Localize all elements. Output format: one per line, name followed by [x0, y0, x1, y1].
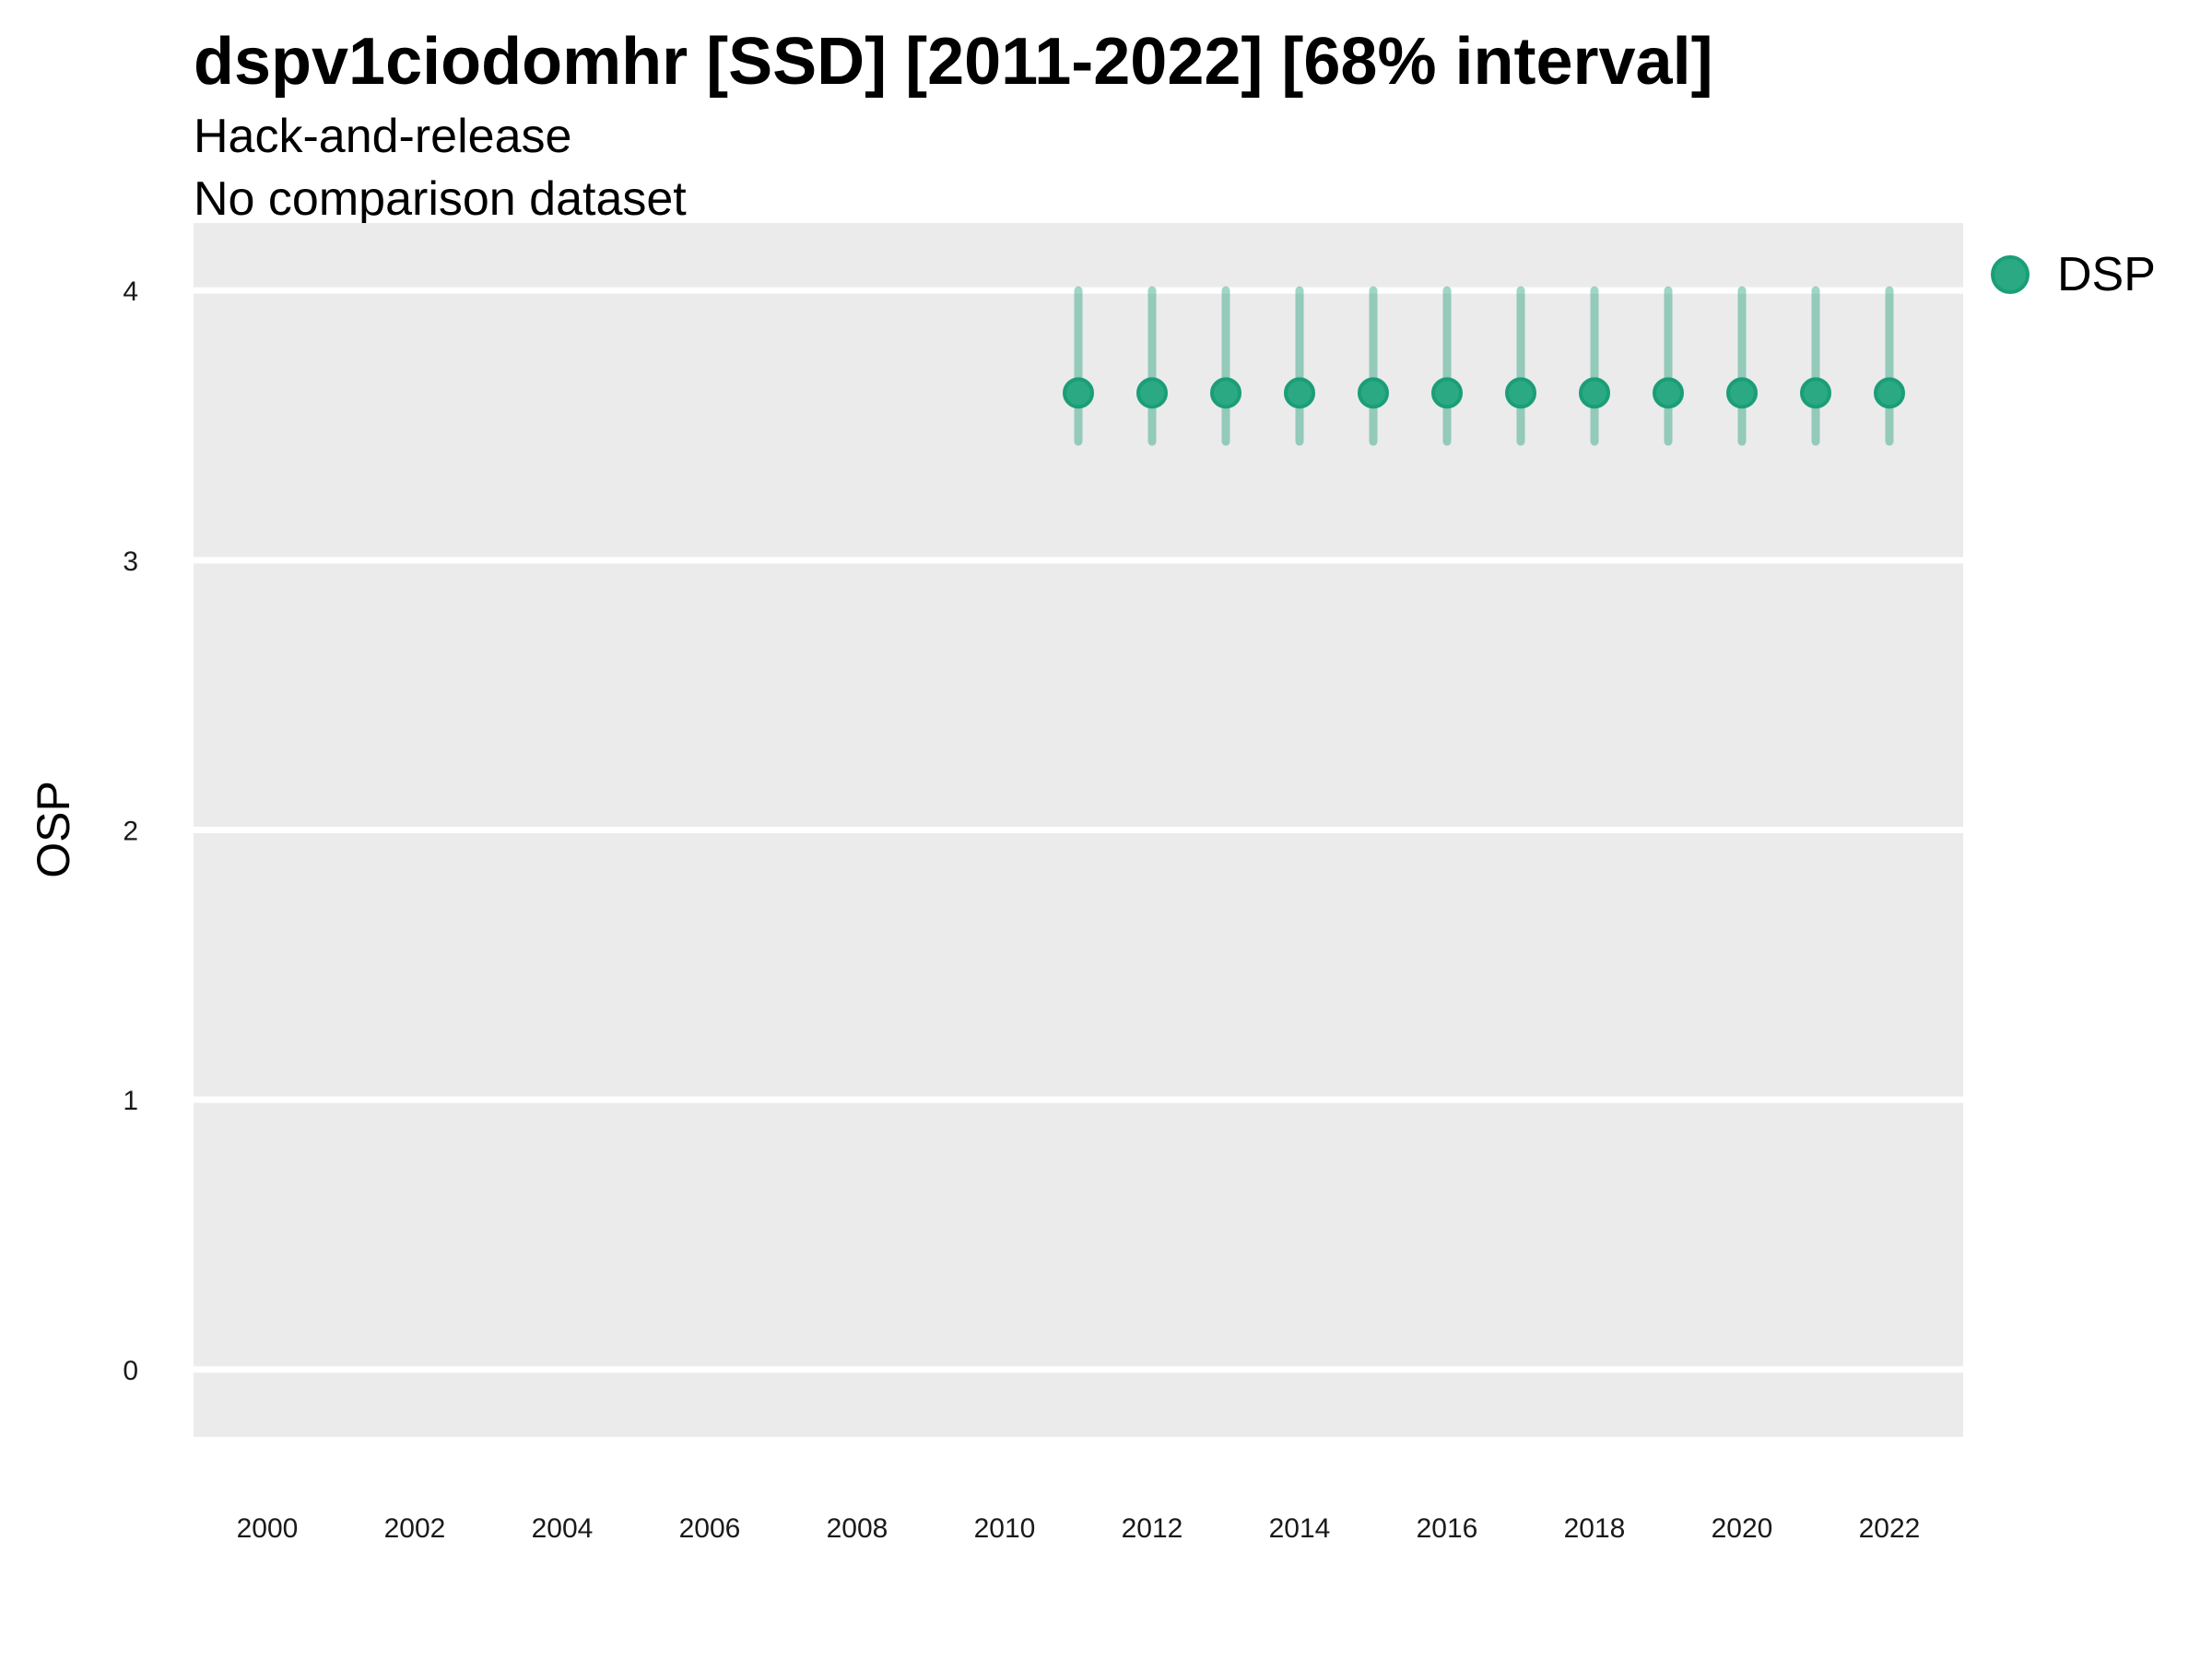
- x-tick-label-2016: 2016: [1417, 1513, 1478, 1544]
- x-tick-label-2008: 2008: [827, 1513, 888, 1544]
- y-tick-label-1: 1: [123, 1086, 138, 1116]
- data-point-2022: [1874, 377, 1905, 409]
- x-tick-label-2000: 2000: [237, 1513, 299, 1544]
- x-tick-label-2002: 2002: [384, 1513, 446, 1544]
- data-point-2015: [1358, 377, 1389, 409]
- data-point-2019: [1653, 377, 1684, 409]
- y-tick-label-0: 0: [123, 1356, 138, 1386]
- data-point-2017: [1505, 377, 1536, 409]
- y-tick-label-4: 4: [123, 276, 138, 307]
- data-point-2014: [1284, 377, 1315, 409]
- x-tick-label-2020: 2020: [1712, 1513, 1773, 1544]
- x-tick-label-2006: 2006: [679, 1513, 741, 1544]
- data-point-2013: [1210, 377, 1241, 409]
- data-point-2012: [1136, 377, 1168, 409]
- x-tick-label-2010: 2010: [974, 1513, 1036, 1544]
- legend-label: DSP: [2057, 248, 2156, 301]
- x-tick-label-2018: 2018: [1564, 1513, 1626, 1544]
- x-tick-label-2022: 2022: [1859, 1513, 1921, 1544]
- data-point-2020: [1726, 377, 1758, 409]
- data-point-2016: [1431, 377, 1463, 409]
- data-point-2018: [1579, 377, 1610, 409]
- y-tick-label-3: 3: [123, 547, 138, 577]
- data-point-2021: [1800, 377, 1831, 409]
- x-tick-label-2004: 2004: [532, 1513, 594, 1544]
- chart-title: dspv1ciodomhr [SSD] [2011-2022] [68% int…: [194, 25, 1713, 99]
- chart-subtitle-line2: No comparison dataset: [194, 172, 687, 226]
- legend-circle-icon: [1991, 255, 2030, 294]
- y-tick-label-2: 2: [123, 817, 138, 847]
- legend: DSP: [1991, 247, 2156, 302]
- chart-subtitle-line1: Hack-and-release: [194, 110, 572, 163]
- x-tick-label-2012: 2012: [1122, 1513, 1183, 1544]
- x-tick-label-2014: 2014: [1269, 1513, 1331, 1544]
- data-point-2011: [1063, 377, 1094, 409]
